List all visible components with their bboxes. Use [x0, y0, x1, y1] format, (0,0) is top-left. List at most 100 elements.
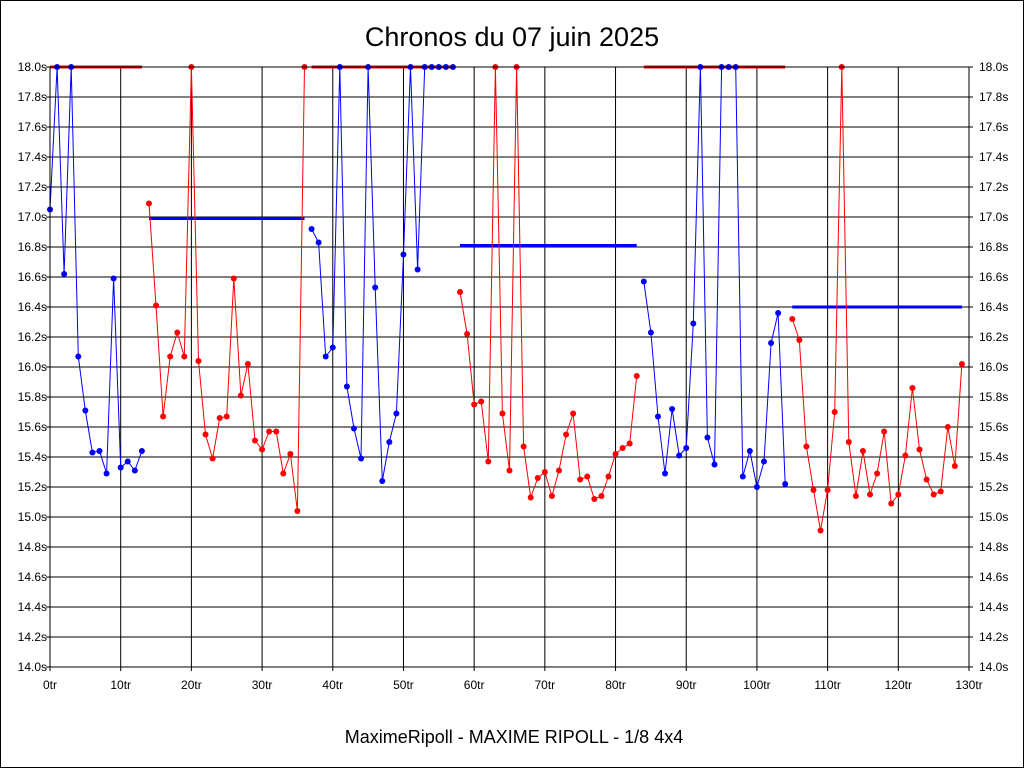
data-point: [103, 470, 110, 477]
x-tick-label: 50tr: [393, 678, 414, 692]
y-tick-label: 17.6s: [18, 120, 47, 134]
data-point: [789, 316, 796, 322]
data-point: [690, 320, 697, 327]
grid: [46, 66, 973, 671]
data-point: [902, 452, 909, 459]
data-point: [958, 361, 965, 367]
y-tick-label: 15.2s: [979, 480, 1008, 494]
data-point: [350, 425, 357, 432]
data-point: [358, 455, 365, 462]
x-tick-label: 60tr: [464, 678, 485, 692]
data-point: [782, 481, 789, 487]
y-tick-label: 16.8s: [18, 240, 47, 254]
data-point: [471, 401, 478, 408]
data-point: [852, 493, 859, 499]
x-tick-label: 90tr: [676, 678, 697, 692]
data-point: [768, 340, 775, 346]
y-tick-label: 17.0s: [979, 210, 1008, 224]
y-tick-label: 18.0s: [979, 60, 1008, 74]
data-point: [662, 470, 669, 477]
data-point: [230, 275, 237, 282]
y-tick-label: 17.8s: [18, 90, 47, 104]
y-tick-label: 14.6s: [979, 570, 1008, 584]
data-point: [499, 410, 506, 417]
data-point: [195, 358, 202, 364]
y-tick-label: 14.2s: [979, 630, 1008, 644]
data-point: [626, 440, 633, 447]
data-point: [711, 461, 718, 468]
data-point: [570, 410, 577, 417]
y-tick-label: 14.2s: [18, 630, 47, 644]
data-point: [796, 337, 803, 343]
y-tick-label: 16.2s: [979, 330, 1008, 344]
data-point: [89, 449, 96, 456]
y-tick-label: 14.8s: [18, 540, 47, 554]
data-point: [259, 446, 266, 453]
data-point: [506, 467, 513, 474]
data-point: [888, 500, 895, 507]
data-point: [527, 494, 534, 501]
x-tick-label: 30tr: [252, 678, 273, 692]
data-point: [252, 437, 259, 444]
data-point: [244, 361, 251, 367]
data-point: [379, 478, 386, 484]
data-point: [753, 484, 760, 490]
data-point: [400, 251, 407, 258]
data-point: [464, 331, 471, 337]
x-tick-label: 130tr: [955, 678, 982, 692]
x-tick-label: 80tr: [605, 678, 626, 692]
data-point: [867, 491, 874, 498]
data-point: [329, 344, 336, 351]
data-point: [287, 451, 294, 457]
data-point: [534, 475, 541, 481]
data-point: [944, 424, 951, 430]
data-point: [845, 439, 852, 445]
data-point: [343, 383, 350, 390]
x-tick-label: 120tr: [885, 678, 912, 692]
data-point: [874, 470, 881, 477]
data-point: [937, 488, 944, 495]
data-point: [824, 487, 831, 493]
data-point: [322, 353, 329, 360]
chart-subtitle: MaximeRipoll - MAXIME RIPOLL - 1/8 4x4: [345, 727, 683, 747]
data-point: [61, 271, 68, 277]
data-point: [117, 464, 124, 471]
data-point: [676, 452, 683, 459]
y-tick-label: 14.8s: [979, 540, 1008, 554]
data-point: [577, 476, 584, 483]
x-tick-label: 70tr: [535, 678, 556, 692]
y-tick-label: 15.4s: [979, 450, 1008, 464]
data-point: [216, 415, 223, 421]
y-tick-label: 15.8s: [18, 390, 47, 404]
y-tick-label: 16.6s: [979, 270, 1008, 284]
data-point: [555, 467, 562, 474]
x-tick-label: 100tr: [743, 678, 770, 692]
y-axis-right: 14.0s 14.2s 14.4s 14.6s 14.8s 15.0s 15.2s 15.4s…: [979, 60, 1008, 674]
y-tick-label: 17.8s: [979, 90, 1008, 104]
y-tick-label: 16.2s: [18, 330, 47, 344]
y-tick-label: 17.2s: [979, 180, 1008, 194]
series-line: [459, 66, 638, 500]
y-tick-label: 17.6s: [979, 120, 1008, 134]
data-point: [739, 473, 746, 480]
y-tick-label: 15.8s: [979, 390, 1008, 404]
y-tick-label: 14.4s: [18, 600, 47, 614]
y-tick-label: 14.6s: [18, 570, 47, 584]
data-point: [386, 439, 393, 445]
data-point: [280, 470, 287, 477]
data-point: [817, 527, 824, 534]
data-point: [315, 239, 322, 246]
data-point: [647, 329, 654, 336]
y-tick-label: 14.0s: [979, 660, 1008, 674]
data-point: [273, 428, 280, 435]
x-tick-label: 110tr: [814, 678, 840, 692]
y-tick-label: 15.0s: [979, 510, 1008, 524]
y-tick-label: 14.4s: [979, 600, 1008, 614]
series-line: [791, 66, 963, 531]
data-point: [803, 443, 810, 450]
data-point: [266, 428, 273, 435]
data-point: [669, 406, 676, 412]
y-tick-label: 17.2s: [18, 180, 47, 194]
data-point: [881, 428, 888, 435]
data-point: [237, 392, 244, 399]
